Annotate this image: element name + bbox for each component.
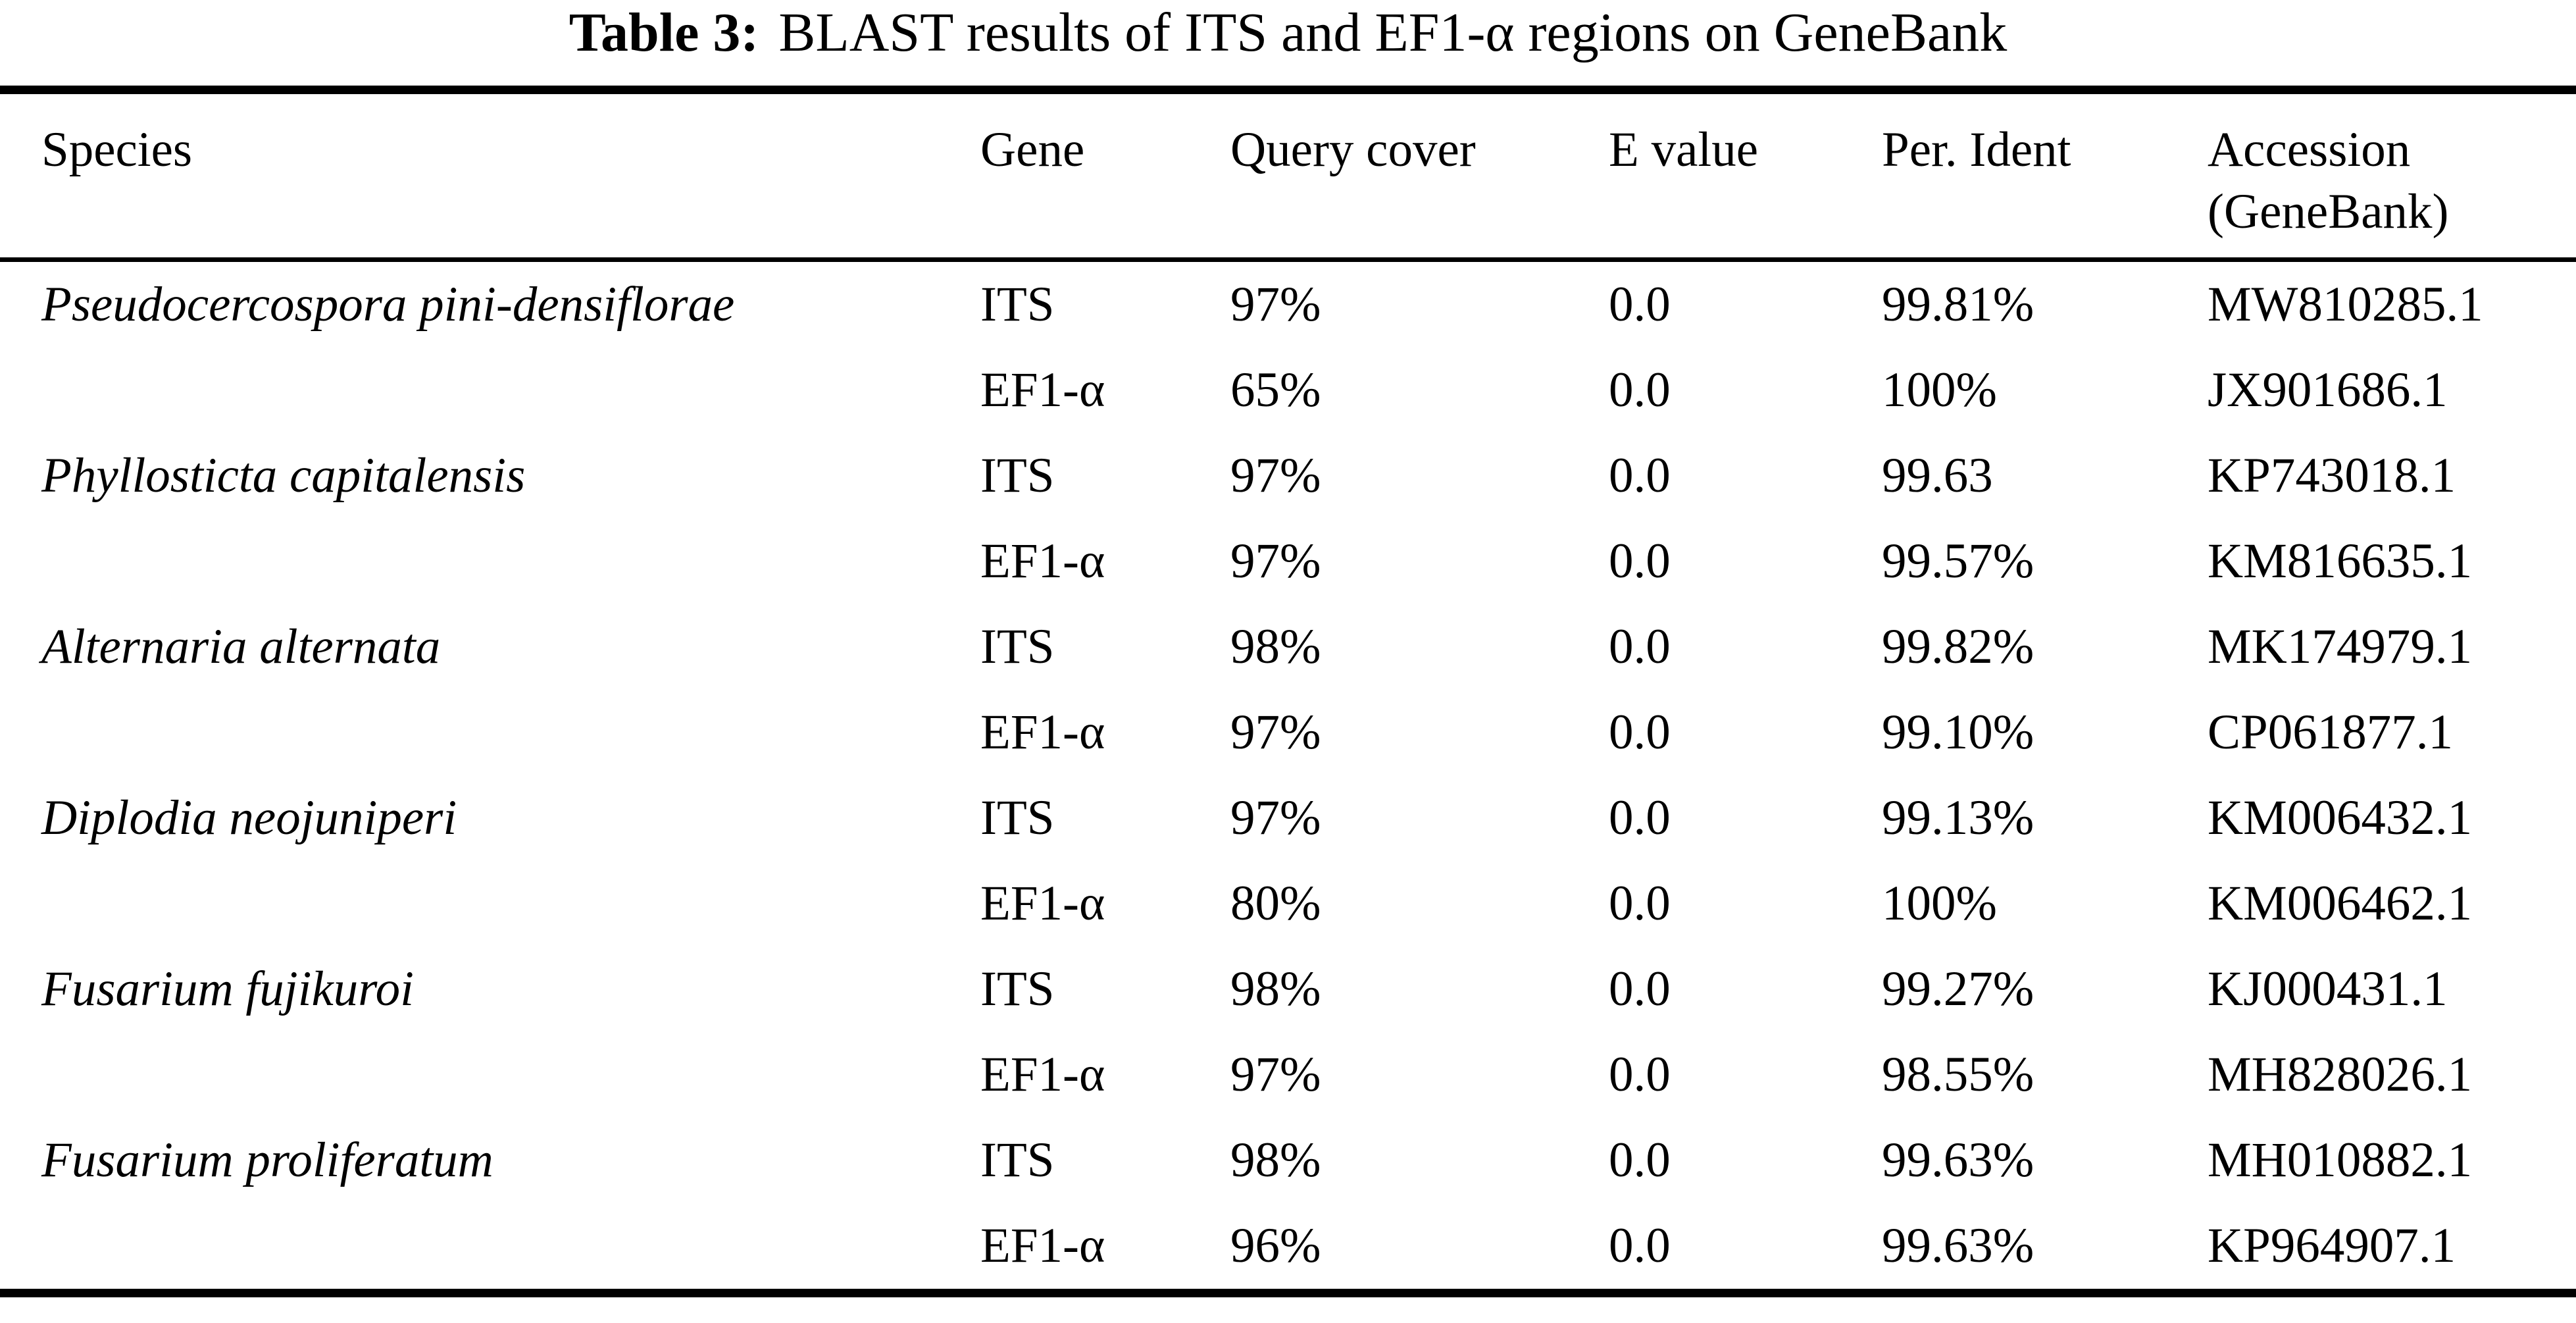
accession-cell: KP743018.1 [2208,448,2456,503]
accession-cell: CP061877.1 [2208,704,2453,760]
e-value-cell: 0.0 [1609,362,1671,417]
col-header-species: Species [41,122,193,177]
table-row: Alternaria alternata ITS 98% 0.0 99.82% … [0,604,2576,690]
species-cell: Pseudocercospora pini-densiflorae [41,276,735,332]
col-header-per-ident: Per. Ident [1882,122,2071,177]
table-row: Phyllosticta capitalensis ITS 97% 0.0 99… [0,433,2576,519]
col-header-accession: Accession (GeneBank) [2208,119,2576,243]
species-cell: Phyllosticta capitalensis [41,448,526,503]
per-ident-cell: 99.81% [1882,276,2034,332]
table-body: Pseudocercospora pini-densiflorae ITS 97… [0,262,2576,1289]
table-title-text: BLAST results of ITS and EF1-α regions o… [778,2,2008,63]
table-row: EF1-α 65% 0.0 100% JX901686.1 [0,348,2576,433]
gene-cell: ITS [980,790,1055,845]
table-title: Table 3: BLAST results of ITS and EF1-α … [0,0,2576,86]
e-value-cell: 0.0 [1609,704,1671,760]
per-ident-cell: 99.27% [1882,961,2034,1016]
query-cover-cell: 97% [1230,790,1321,845]
gene-cell: ITS [980,619,1055,674]
table-header-row: Species Gene Query cover E value Per. Id… [0,94,2576,257]
table-row: EF1-α 97% 0.0 99.57% KM816635.1 [0,519,2576,604]
table-row: Fusarium proliferatum ITS 98% 0.0 99.63%… [0,1118,2576,1203]
accession-cell: MH010882.1 [2208,1132,2473,1187]
query-cover-cell: 97% [1230,448,1321,503]
accession-header-line1: Accession [2208,122,2411,177]
query-cover-cell: 97% [1230,276,1321,332]
query-cover-cell: 98% [1230,1132,1321,1187]
e-value-cell: 0.0 [1609,448,1671,503]
species-cell: Diplodia neojuniperi [41,790,457,845]
top-rule [0,86,2576,94]
gene-cell: ITS [980,276,1055,332]
query-cover-cell: 97% [1230,1047,1321,1102]
gene-cell: EF1-α [980,1218,1105,1273]
per-ident-cell: 99.10% [1882,704,2034,760]
species-cell: Fusarium proliferatum [41,1132,493,1187]
accession-cell: KM006432.1 [2208,790,2473,845]
accession-cell: KM006462.1 [2208,875,2473,931]
query-cover-cell: 65% [1230,362,1321,417]
query-cover-cell: 80% [1230,875,1321,931]
accession-cell: MK174979.1 [2208,619,2473,674]
table-row: EF1-α 97% 0.0 98.55% MH828026.1 [0,1032,2576,1118]
per-ident-cell: 100% [1882,362,1997,417]
per-ident-cell: 99.63% [1882,1132,2034,1187]
gene-cell: ITS [980,448,1055,503]
gene-cell: EF1-α [980,1047,1105,1102]
per-ident-cell: 100% [1882,875,1997,931]
query-cover-cell: 98% [1230,961,1321,1016]
e-value-cell: 0.0 [1609,276,1671,332]
per-ident-cell: 99.63 [1882,448,1993,503]
query-cover-cell: 97% [1230,533,1321,588]
gene-cell: ITS [980,1132,1055,1187]
gene-cell: EF1-α [980,533,1105,588]
accession-cell: KJ000431.1 [2208,961,2448,1016]
e-value-cell: 0.0 [1609,533,1671,588]
e-value-cell: 0.0 [1609,619,1671,674]
header-rule [0,257,2576,262]
table-row: Pseudocercospora pini-densiflorae ITS 97… [0,262,2576,348]
per-ident-cell: 99.57% [1882,533,2034,588]
e-value-cell: 0.0 [1609,1047,1671,1102]
table-row: EF1-α 97% 0.0 99.10% CP061877.1 [0,690,2576,775]
table-row: EF1-α 80% 0.0 100% KM006462.1 [0,861,2576,947]
e-value-cell: 0.0 [1609,961,1671,1016]
accession-cell: MW810285.1 [2208,276,2483,332]
accession-header-line2: (GeneBank) [2208,184,2449,239]
accession-cell: KM816635.1 [2208,533,2473,588]
query-cover-cell: 97% [1230,704,1321,760]
e-value-cell: 0.0 [1609,790,1671,845]
accession-cell: MH828026.1 [2208,1047,2473,1102]
e-value-cell: 0.0 [1609,875,1671,931]
query-cover-cell: 98% [1230,619,1321,674]
table-row: Diplodia neojuniperi ITS 97% 0.0 99.13% … [0,775,2576,861]
gene-cell: EF1-α [980,875,1105,931]
species-cell: Fusarium fujikuroi [41,961,414,1016]
query-cover-cell: 96% [1230,1218,1321,1273]
per-ident-cell: 99.63% [1882,1218,2034,1273]
accession-cell: KP964907.1 [2208,1218,2456,1273]
gene-cell: ITS [980,961,1055,1016]
per-ident-cell: 99.13% [1882,790,2034,845]
col-header-gene: Gene [980,122,1085,177]
gene-cell: EF1-α [980,362,1105,417]
gene-cell: EF1-α [980,704,1105,760]
species-cell: Alternaria alternata [41,619,441,674]
e-value-cell: 0.0 [1609,1218,1671,1273]
col-header-query-cover: Query cover [1230,122,1476,177]
bottom-rule [0,1288,2576,1297]
table-row: Fusarium fujikuroi ITS 98% 0.0 99.27% KJ… [0,947,2576,1032]
table-row: EF1-α 96% 0.0 99.63% KP964907.1 [0,1203,2576,1289]
e-value-cell: 0.0 [1609,1132,1671,1187]
col-header-e-value: E value [1609,122,1758,177]
accession-cell: JX901686.1 [2208,362,2448,417]
table-title-number: Table 3: [568,2,759,63]
per-ident-cell: 99.82% [1882,619,2034,674]
per-ident-cell: 98.55% [1882,1047,2034,1102]
